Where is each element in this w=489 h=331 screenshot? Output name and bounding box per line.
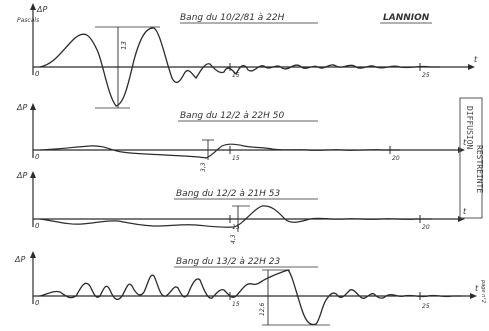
panel-3-pressure-trace — [39, 205, 432, 228]
panel-2-pressure-trace — [39, 143, 400, 159]
panel-4-pressure-arrow — [30, 251, 36, 258]
panel-1-tick-end-label: 25 — [422, 72, 430, 79]
panel-2-amplitude-label: 3,3 — [200, 162, 207, 172]
panel-2-title: Bang du 12/2 à 22H 50 — [180, 111, 284, 121]
panel-3-amplitude-label: 4,3 — [230, 234, 237, 244]
panel-2-pressure-arrow — [30, 103, 36, 110]
panel-2: ΔP t 0 15 20 Bang du 12/2 à 22H 50 3,3 — [16, 103, 467, 172]
panel-3-tick-mid-label: 15 — [232, 224, 240, 231]
panel-3-time-arrow — [458, 216, 465, 222]
location-label: LANNION — [383, 13, 430, 23]
panel-2-xlabel: t — [463, 138, 467, 147]
panel-4-tick-end-label: 25 — [422, 303, 430, 310]
panel-1-xlabel: t — [474, 55, 478, 64]
panel-1-title: Bang du 10/2/81 à 22H — [180, 13, 285, 23]
panel-2-time-arrow — [458, 147, 465, 153]
panel-4-title: Bang du 13/2 à 22H 23 — [176, 257, 280, 267]
panel-3-origin: 0 — [35, 222, 40, 230]
panel-3-pressure-arrow — [30, 171, 36, 178]
panel-4-ylabel: ΔP — [14, 255, 25, 264]
panel-3-xlabel: t — [463, 207, 467, 216]
panel-1-yunit: Pascals — [17, 17, 39, 24]
panel-2-origin: 0 — [35, 153, 40, 161]
panel-1-amplitude-label: 13 — [120, 41, 128, 50]
panel-3-ylabel: ΔP — [16, 171, 27, 180]
restricted-distribution-stamp: DIFFUSION RESTREINTE — [459, 97, 484, 219]
panel-4-tick-mid-label: 15 — [232, 301, 240, 308]
panel-3-tick-end-label: 20 — [422, 224, 430, 231]
panel-4-origin: 0 — [35, 299, 40, 307]
panel-1-origin: 0 — [35, 70, 40, 78]
panel-2-tick-mid-label: 15 — [232, 155, 240, 162]
panel-4-amplitude-label: 12,6 — [259, 302, 266, 316]
panel-2-tick-end-label: 20 — [392, 155, 400, 162]
panel-1-pressure-trace — [39, 27, 440, 107]
panel-4-time-arrow — [470, 293, 477, 299]
panel-4-xlabel: t — [475, 284, 479, 293]
panel-1-pressure-arrow — [30, 3, 36, 10]
panel-3-title: Bang du 12/2 à 21H 53 — [176, 189, 280, 199]
stamp-border — [459, 97, 483, 219]
panel-4: ΔP t 0 15 25 Bang du 13/2 à 22H 23 12,6 — [14, 251, 479, 326]
panel-4-pressure-trace — [39, 269, 462, 326]
stamp-line1: DIFFUSION — [465, 106, 474, 150]
panel-1: ΔP Pascals t 0 15 25 Bang du 10/2/81 à 2… — [17, 3, 478, 109]
panel-1-ylabel: ΔP — [36, 5, 47, 14]
page-note: page n°2 — [480, 279, 486, 303]
panel-1-time-arrow — [468, 64, 475, 70]
stamp-line2: RESTREINTE — [475, 145, 484, 193]
panel-1-tick-mid-label: 15 — [232, 72, 240, 79]
panel-2-ylabel: ΔP — [16, 103, 27, 112]
panel-3: ΔP t 0 15 20 Bang du 12/2 à 21H 53 4,3 — [16, 171, 467, 244]
